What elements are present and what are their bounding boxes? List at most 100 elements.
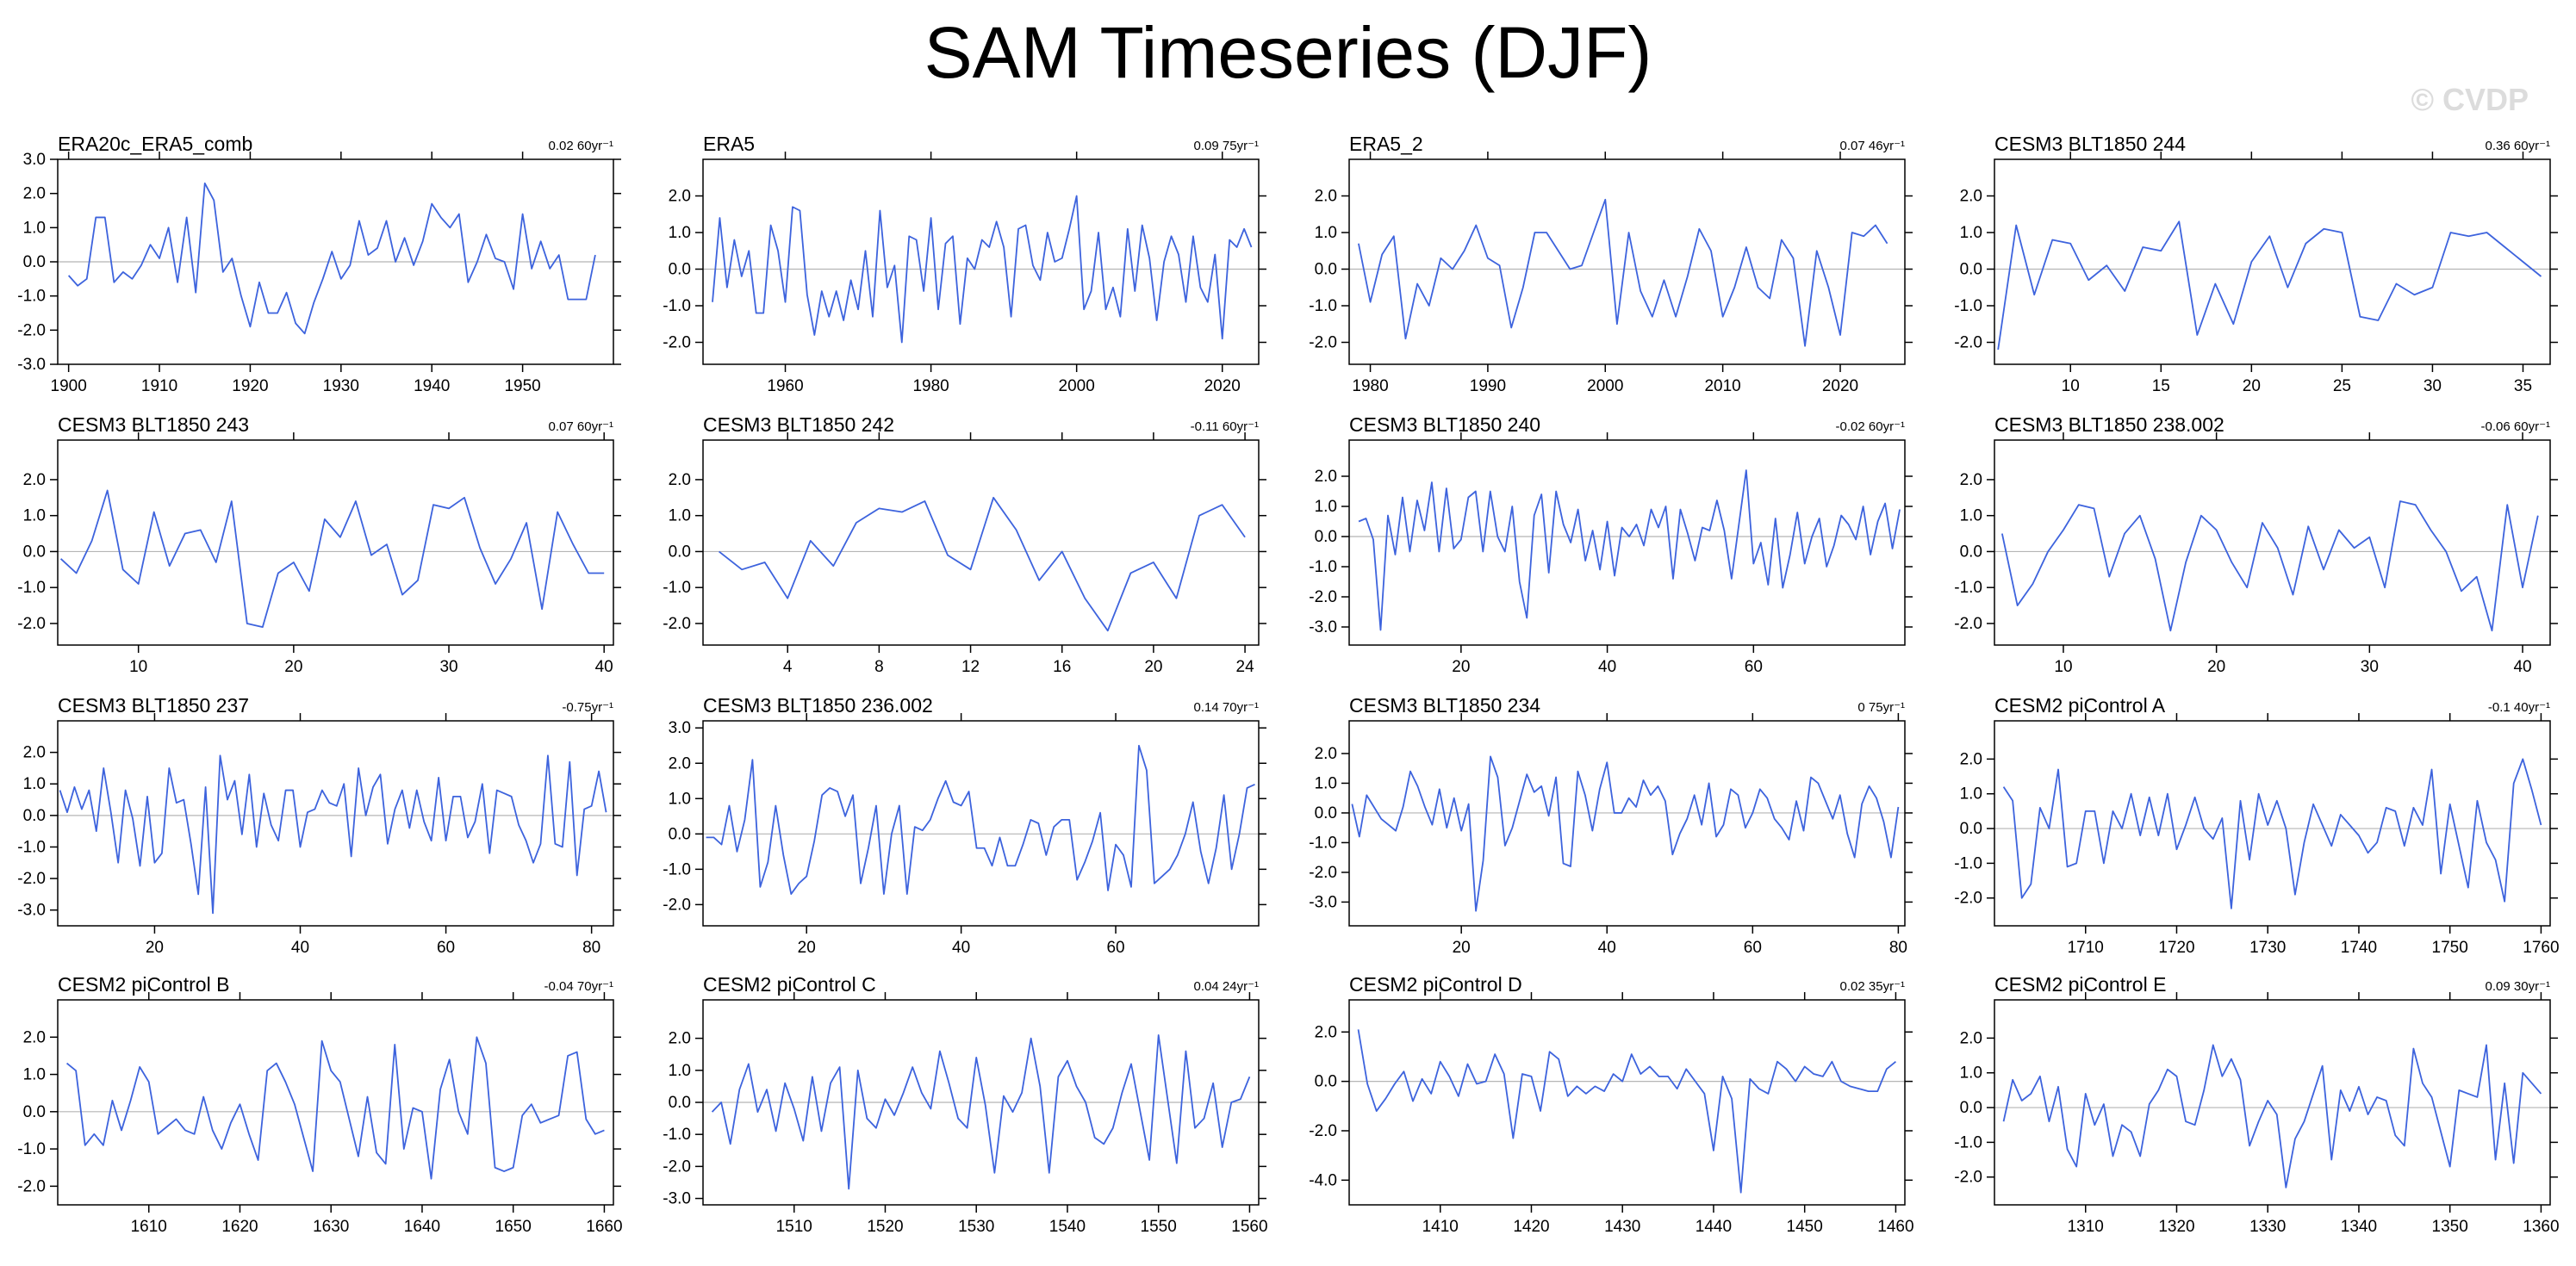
- x-tick-label: 1940: [414, 377, 450, 395]
- y-tick-label: 1.0: [23, 775, 46, 793]
- panel-title: ERA20c_ERA5_comb: [58, 133, 252, 155]
- x-tick-label: 1450: [1787, 1218, 1823, 1236]
- x-tick-label: 12: [961, 658, 980, 676]
- y-tick-label: -2.0: [1954, 334, 1982, 352]
- trend-label: 0.14 70yr⁻¹: [1194, 700, 1259, 715]
- x-tick-label: 1420: [1513, 1218, 1549, 1236]
- x-tick-label: 1440: [1696, 1218, 1732, 1236]
- x-tick-label: 15: [2152, 377, 2170, 395]
- panel-title: CESM2 piControl A: [1994, 694, 2166, 717]
- figure-title: SAM Timeseries (DJF): [924, 12, 1652, 93]
- x-tick-label: 20: [798, 939, 816, 957]
- x-tick-label: 20: [146, 939, 164, 957]
- series-line: [1358, 198, 1888, 347]
- x-tick-label: 2020: [1204, 377, 1241, 395]
- y-tick-label: 1.0: [23, 1066, 46, 1084]
- series-line: [711, 1034, 1251, 1190]
- x-tick-label: 1750: [2432, 939, 2468, 957]
- x-tick-label: 2010: [1704, 377, 1740, 395]
- trend-label: -0.1 40yr⁻¹: [2488, 700, 2550, 715]
- plot-frame: [57, 720, 614, 927]
- x-tick-label: 1920: [232, 377, 268, 395]
- y-tick-label: 0.0: [23, 543, 46, 561]
- watermark: © CVDP: [2411, 82, 2529, 117]
- x-tick-label: 25: [2333, 377, 2351, 395]
- series-line: [59, 489, 605, 629]
- y-tick-label: 2.0: [23, 1028, 46, 1046]
- x-tick-label: 2000: [1059, 377, 1095, 395]
- y-tick-label: -2.0: [1954, 1169, 1982, 1187]
- x-tick-label: 1430: [1604, 1218, 1640, 1236]
- y-tick-label: 0.0: [23, 1103, 46, 1121]
- y-tick-label: -1.0: [17, 288, 46, 306]
- x-tick-label: 40: [1598, 658, 1616, 676]
- y-tick-label: 0.0: [23, 807, 46, 825]
- trend-label: 0.09 75yr⁻¹: [1194, 139, 1259, 153]
- x-tick-label: 20: [2207, 658, 2225, 676]
- panel-title: CESM2 piControl B: [58, 973, 229, 996]
- y-tick-label: -1.0: [1954, 1133, 1982, 1151]
- y-tick-label: -1.0: [663, 579, 691, 597]
- y-tick-label: 2.0: [669, 1030, 691, 1048]
- y-tick-label: -1.0: [1309, 558, 1337, 576]
- plot-frame: [1994, 999, 2551, 1206]
- series-line: [706, 744, 1255, 895]
- x-tick-label: 1540: [1049, 1218, 1086, 1236]
- x-tick-label: 40: [952, 939, 970, 957]
- x-tick-label: 1720: [2158, 939, 2194, 957]
- x-tick-label: 1350: [2432, 1218, 2468, 1236]
- y-tick-label: 1.0: [669, 507, 691, 525]
- plot-frame: [1348, 999, 1906, 1206]
- x-tick-label: 1980: [1352, 377, 1388, 395]
- y-tick-label: -1.0: [17, 838, 46, 856]
- y-tick-label: 1.0: [1960, 1064, 1982, 1083]
- x-tick-label: 60: [437, 939, 455, 957]
- x-tick-label: 40: [1598, 939, 1616, 957]
- y-tick-label: 2.0: [1315, 745, 1337, 763]
- x-tick-label: 1560: [1231, 1218, 1267, 1236]
- plot-frame: [1348, 439, 1906, 646]
- y-tick-label: 0.0: [1960, 1099, 1982, 1117]
- y-tick-label: -2.0: [663, 334, 691, 352]
- x-tick-label: 1310: [2068, 1218, 2104, 1236]
- plot-frame: [702, 439, 1260, 646]
- x-tick-label: 1520: [867, 1218, 903, 1236]
- x-tick-label: 10: [2054, 658, 2072, 676]
- y-tick-label: 0.0: [669, 1094, 691, 1112]
- x-tick-label: 1550: [1141, 1218, 1177, 1236]
- panel-title: CESM3 BLT1850 236.002: [703, 694, 933, 717]
- y-tick-label: -2.0: [663, 1157, 691, 1176]
- x-tick-label: 1950: [504, 377, 540, 395]
- y-tick-label: 1.0: [23, 219, 46, 237]
- y-tick-label: 0.0: [1315, 1073, 1337, 1091]
- y-tick-label: -2.0: [663, 896, 691, 914]
- series-line: [2002, 1044, 2542, 1188]
- y-tick-label: -1.0: [1954, 297, 1982, 315]
- y-tick-label: -1.0: [663, 297, 691, 315]
- trend-label: -0.04 70yr⁻¹: [544, 979, 613, 994]
- x-tick-label: 1990: [1470, 377, 1506, 395]
- x-tick-label: 1900: [51, 377, 87, 395]
- y-tick-label: 2.0: [1315, 188, 1337, 206]
- series-line: [712, 195, 1253, 344]
- y-tick-label: -2.0: [17, 870, 46, 888]
- trend-label: 0.07 46yr⁻¹: [1840, 139, 1905, 153]
- plot-frame: [57, 999, 614, 1206]
- y-tick-label: -1.0: [17, 579, 46, 597]
- trend-label: 0 75yr⁻¹: [1857, 700, 1905, 715]
- trend-label: -0.11 60yr⁻¹: [1191, 419, 1259, 434]
- x-tick-label: 24: [1236, 658, 1255, 676]
- trend-label: 0.02 35yr⁻¹: [1840, 979, 1905, 994]
- x-tick-label: 60: [1745, 658, 1763, 676]
- y-tick-label: 1.0: [669, 1062, 691, 1080]
- series-line: [1351, 755, 1900, 912]
- y-tick-label: 2.0: [1960, 1029, 1982, 1047]
- x-tick-label: 1710: [2068, 939, 2104, 957]
- plot-frame: [57, 158, 614, 365]
- y-tick-label: -3.0: [1309, 618, 1337, 636]
- y-tick-label: 0.0: [1315, 261, 1337, 279]
- x-tick-label: 30: [439, 658, 457, 676]
- x-tick-label: 10: [129, 658, 147, 676]
- panel-title: CESM3 BLT1850 243: [58, 413, 249, 436]
